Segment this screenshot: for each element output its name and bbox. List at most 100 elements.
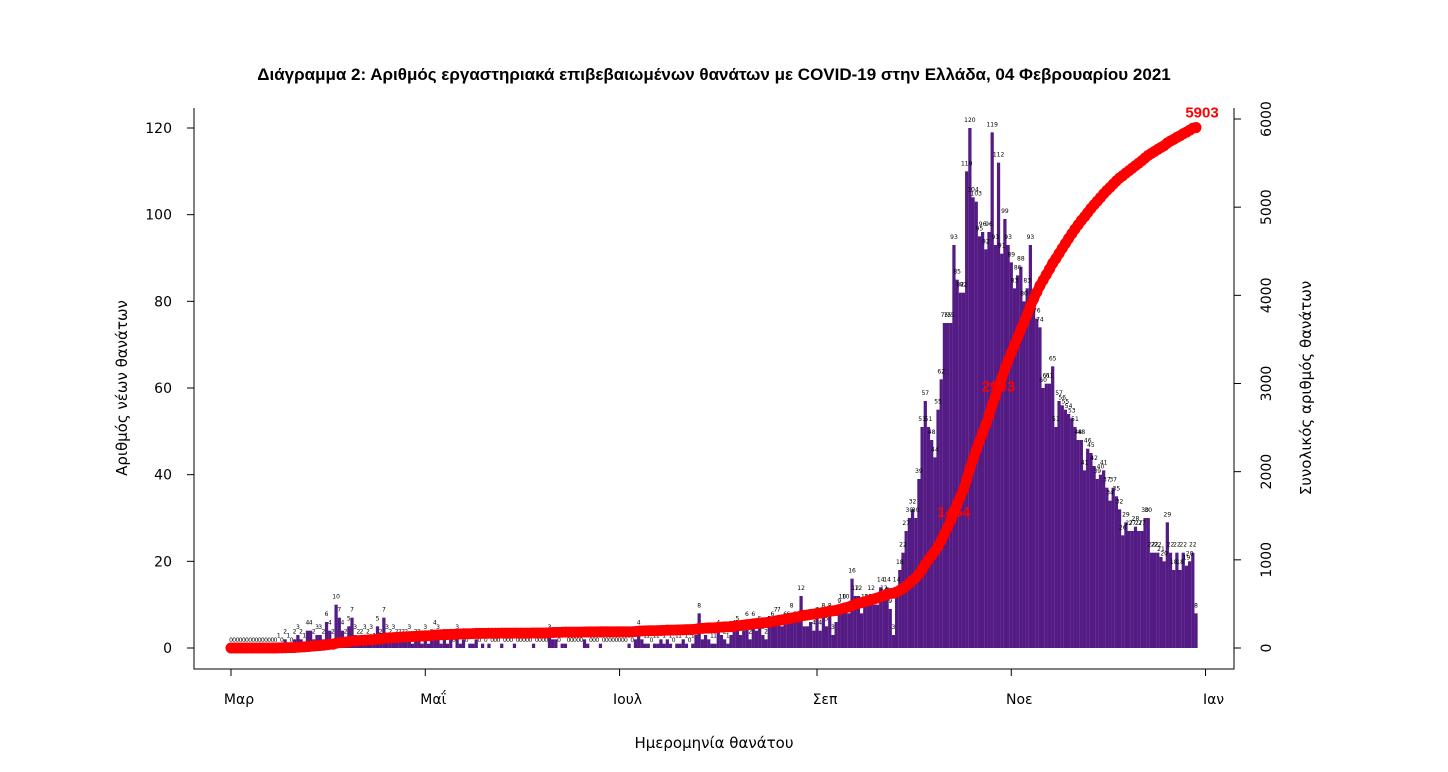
bar-value-label: 3 (296, 624, 300, 631)
bar (646, 643, 650, 648)
bar (1172, 570, 1176, 648)
bar (1105, 487, 1109, 648)
bar (945, 323, 950, 648)
bar-value-label: 1 (302, 633, 306, 640)
bar-value-label: 4 (306, 620, 310, 627)
y-left-tick-label: 20 (154, 554, 172, 570)
bar-value-label: 40 (1097, 464, 1105, 471)
bar-value-label: 0 (232, 637, 236, 644)
bar-value-label: 5 (825, 615, 829, 622)
bar-value-label: 0 (595, 637, 599, 644)
bar-value-label: 57 (921, 390, 929, 397)
bar-value-label: 0 (229, 637, 233, 644)
bar-value-label: 18 (896, 559, 904, 566)
bar (461, 639, 466, 648)
x-tick-label: Ιουλ (613, 692, 642, 708)
bar (1133, 526, 1138, 648)
bar-value-label: 45 (1087, 442, 1095, 449)
bar-value-label: 51 (1052, 416, 1060, 423)
bar (1124, 522, 1128, 648)
bar (923, 401, 927, 648)
bar-value-label: 1 (669, 633, 673, 640)
bar-value-label: 0 (497, 637, 501, 644)
bar (751, 622, 755, 648)
bar (917, 479, 921, 648)
bar-value-label: 1 (685, 633, 689, 640)
x-axis-label: Ημερομηνία θανάτου (634, 734, 793, 752)
bar-value-label: 1 (678, 633, 682, 640)
bar-value-label: 0 (573, 637, 577, 644)
bar (898, 570, 902, 648)
bar (665, 639, 669, 648)
bar-value-label: 48 (928, 429, 936, 436)
bar (1022, 301, 1026, 648)
bar (1152, 552, 1157, 648)
bar (831, 635, 835, 648)
bar-value-label: 6 (771, 611, 775, 618)
bar (844, 604, 848, 648)
bar (748, 639, 752, 648)
cumulative-point (980, 418, 992, 430)
bar-value-label: 55 (1062, 399, 1070, 406)
bar (652, 643, 657, 648)
bar (439, 643, 443, 648)
bar (745, 622, 749, 648)
bar (703, 635, 708, 648)
bar (694, 635, 698, 648)
bar (675, 643, 679, 648)
bar (895, 587, 899, 648)
bar-value-label: 7 (337, 607, 341, 614)
bar (449, 639, 453, 648)
bar (729, 635, 733, 648)
bar (350, 617, 354, 648)
bar-value-label: 75 (944, 312, 952, 319)
bar-value-label: 10 (839, 594, 847, 601)
bar (471, 643, 475, 648)
bar-value-label: 61 (1042, 373, 1050, 380)
bar-value-label: 0 (506, 637, 510, 644)
bar (678, 643, 682, 648)
bar-value-label: 2 (312, 628, 316, 635)
cumulative-deaths-line (225, 122, 1202, 654)
y-right-tick-label: 2000 (1259, 454, 1275, 490)
bar-value-label: 62 (937, 368, 945, 375)
bar (1082, 470, 1087, 648)
bar (1162, 561, 1166, 648)
bar-value-label: 2 (748, 628, 752, 635)
bar-value-label: 76 (1033, 308, 1041, 315)
bar-value-label: 12 (851, 585, 859, 592)
bar-value-label: 0 (509, 637, 513, 644)
cumulative-label: 2903 (982, 378, 1015, 395)
bar (401, 639, 405, 648)
bar-value-label: 0 (630, 637, 634, 644)
bar-value-label: 37 (1103, 477, 1111, 484)
bar-value-label: 61 (1046, 373, 1054, 380)
bar (480, 643, 485, 648)
cumulative-point (983, 410, 995, 422)
bar (1165, 522, 1169, 648)
y-right-tick-label: 0 (1259, 644, 1275, 653)
cumulative-label: 1464 (937, 504, 971, 521)
bar (1127, 531, 1131, 648)
bar-value-label: 35 (1113, 485, 1121, 492)
bar-value-label: 82 (960, 282, 968, 289)
bar-value-label: 46 (1084, 438, 1092, 445)
bar (713, 643, 717, 648)
cumulative-point (964, 463, 976, 475)
bar (1079, 440, 1083, 648)
y-left-tick-label: 60 (154, 381, 172, 397)
bar-value-label: 4 (818, 620, 822, 627)
bar-value-label: 1 (662, 633, 666, 640)
bar (410, 643, 415, 648)
bar (554, 639, 558, 648)
bar-value-label: 0 (290, 637, 294, 644)
bar-value-label: 55 (934, 399, 942, 406)
bar (955, 279, 959, 648)
bar-value-label: 0 (649, 637, 653, 644)
bar-value-label: 0 (255, 637, 259, 644)
bar-value-label: 22 (1148, 542, 1156, 549)
bar-value-label: 54 (1065, 403, 1073, 410)
bar (1117, 509, 1122, 648)
bar (436, 635, 440, 648)
